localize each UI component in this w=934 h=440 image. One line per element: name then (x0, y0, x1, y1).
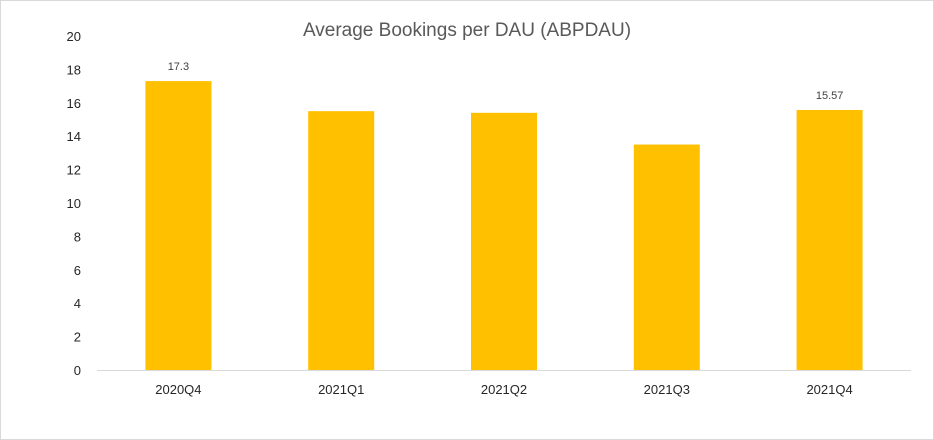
y-tick-label: 14 (67, 129, 81, 144)
x-tick-label: 2020Q4 (155, 382, 201, 397)
y-tick-label: 12 (67, 163, 81, 178)
y-tick-label: 6 (74, 263, 81, 278)
y-axis: 0 2 4 6 8 10 12 14 16 18 20 (67, 29, 81, 378)
bar-2020q4 (145, 81, 212, 370)
chart-title: Average Bookings per DAU (ABPDAU) (303, 20, 631, 41)
x-axis: 2020Q4 2021Q1 2021Q2 2021Q3 2021Q4 (97, 370, 911, 397)
bar-2021q2 (471, 112, 537, 370)
bars: 17.3 15.57 (145, 61, 863, 371)
x-tick-label: 2021Q3 (644, 382, 690, 397)
x-tick-label: 2021Q1 (318, 382, 364, 397)
bar-2021q4 (796, 109, 863, 370)
y-tick-label: 4 (74, 296, 81, 311)
data-label: 15.57 (816, 90, 844, 102)
y-tick-label: 16 (67, 96, 81, 111)
y-tick-label: 10 (67, 196, 81, 211)
y-tick-label: 8 (74, 229, 81, 244)
y-tick-label: 18 (67, 62, 81, 77)
bar-2021q1 (308, 111, 375, 371)
data-label: 17.3 (168, 61, 189, 73)
y-tick-label: 0 (74, 363, 81, 378)
y-tick-label: 20 (67, 29, 81, 44)
bar-2021q3 (633, 144, 700, 370)
y-tick-label: 2 (74, 330, 81, 345)
x-tick-label: 2021Q2 (481, 382, 527, 397)
x-tick-label: 2021Q4 (806, 382, 852, 397)
